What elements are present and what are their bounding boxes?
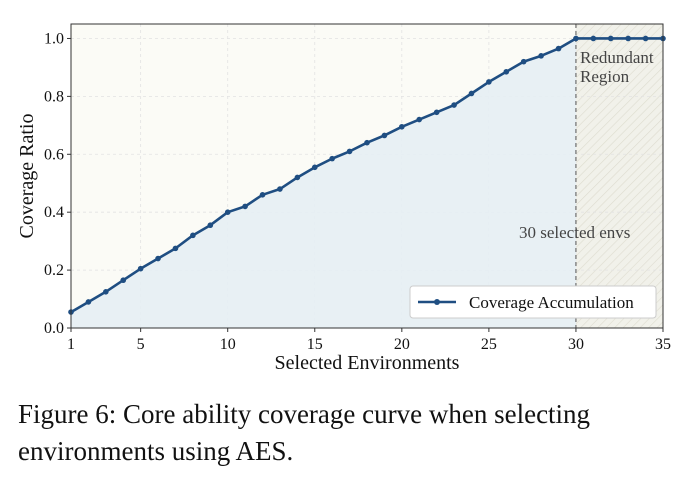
data-point-6 xyxy=(155,255,161,262)
data-point-22 xyxy=(433,109,440,116)
data-point-23 xyxy=(451,102,457,108)
data-point-13 xyxy=(277,186,283,192)
x-tick-label: 25 xyxy=(481,336,497,353)
data-point-27 xyxy=(520,58,527,65)
data-point-10 xyxy=(224,209,231,215)
x-tick-label: 35 xyxy=(655,336,671,353)
coverage-chart: 1 5 10 15 20 25 30 35 0.0 0.2 0.4 0.6 0.8 1.0 Select… xyxy=(16,23,671,374)
x-tick-label: 20 xyxy=(394,336,410,353)
data-point-15 xyxy=(311,164,318,171)
x-axis-ticks: 1 5 10 15 20 25 30 35 xyxy=(67,328,671,353)
data-point-31 xyxy=(590,35,597,42)
data-point-18 xyxy=(364,139,370,146)
data-point-17 xyxy=(346,148,353,155)
legend-marker-swatch xyxy=(434,299,440,305)
data-point-16 xyxy=(329,155,335,162)
data-point-9 xyxy=(207,222,214,229)
data-point-3 xyxy=(103,289,109,295)
chart-svg: 1 5 10 15 20 25 30 35 0.00.20.40.60.81.0 Select… xyxy=(16,23,671,374)
threshold-label: 30 selected envs xyxy=(519,223,630,242)
x-tick-label: 5 xyxy=(137,336,145,353)
legend: Coverage Accumulation xyxy=(409,285,657,319)
region-label-line2: Region xyxy=(580,67,630,86)
y-tick-label: 0.0 xyxy=(44,320,64,337)
data-point-25 xyxy=(486,79,492,85)
legend-label: Coverage Accumulation xyxy=(469,293,634,312)
y-axis-label: Coverage Ratio xyxy=(16,114,38,239)
data-point-21 xyxy=(416,116,423,123)
data-point-11 xyxy=(242,203,248,210)
coverage-area xyxy=(71,38,576,328)
plot-frame xyxy=(70,23,664,329)
x-tick-label: 30 xyxy=(568,336,584,353)
data-point-14 xyxy=(294,174,301,181)
redundant-region xyxy=(575,24,663,328)
data-point-32 xyxy=(607,35,614,42)
data-point-29 xyxy=(555,45,562,52)
data-point-2 xyxy=(85,299,92,305)
x-axis-label: Selected Environments xyxy=(275,352,460,374)
coverage-area-fill xyxy=(71,38,576,328)
data-point-4 xyxy=(120,277,127,284)
data-point-20 xyxy=(399,123,405,130)
data-point-33 xyxy=(625,35,631,42)
y-tick-label: 0.6 xyxy=(44,146,64,163)
data-point-7 xyxy=(172,245,179,252)
redundant-region-fill xyxy=(575,24,663,328)
data-point-26 xyxy=(503,68,510,75)
data-point-30 xyxy=(573,35,579,42)
y-tick-label: 0.2 xyxy=(44,262,64,279)
data-point-34 xyxy=(642,35,649,42)
region-label-line1: Redundant xyxy=(580,48,654,67)
y-tick-label: 0.4 xyxy=(44,204,64,221)
figure-caption: Figure 6: Core ability coverage curve wh… xyxy=(18,399,591,466)
data-point-5 xyxy=(137,265,144,272)
data-point-12 xyxy=(259,192,266,198)
data-point-19 xyxy=(381,132,388,139)
coverage-points xyxy=(68,35,666,315)
data-point-28 xyxy=(538,53,544,59)
data-point-8 xyxy=(190,232,196,239)
data-point-24 xyxy=(468,90,475,97)
x-tick-label: 10 xyxy=(220,336,236,353)
y-tick-label: 0.8 xyxy=(44,88,64,105)
legend-box xyxy=(409,285,657,319)
y-axis-ticks: 0.0 0.2 0.4 0.6 0.8 1.0 xyxy=(44,30,71,337)
x-tick-label: 15 xyxy=(307,336,323,353)
y-tick-label: 1.0 xyxy=(44,30,64,47)
x-tick-label: 1 xyxy=(67,336,75,353)
